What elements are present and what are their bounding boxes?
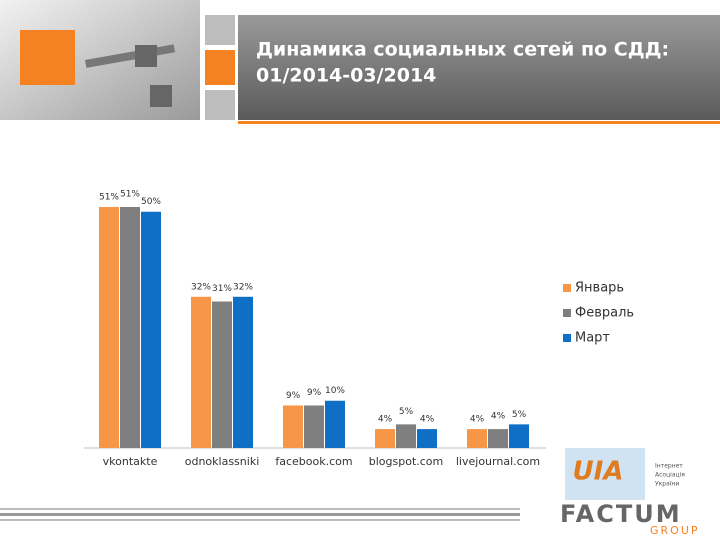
data-label: 9% xyxy=(286,391,301,401)
bar xyxy=(120,207,140,448)
legend-swatch xyxy=(563,284,571,292)
data-label: 5% xyxy=(512,410,527,420)
header-band xyxy=(238,15,720,120)
legend-label: Март xyxy=(575,331,610,346)
bar xyxy=(99,207,119,448)
uia-logo-box xyxy=(565,448,645,500)
data-label: 32% xyxy=(191,282,211,292)
x-tick-label: odnoklassniki xyxy=(185,455,260,468)
factum-sub: GROUP xyxy=(650,524,700,537)
chart-title: Динамика социальных сетей по СДД: xyxy=(256,39,669,61)
data-label: 4% xyxy=(491,412,506,422)
bar xyxy=(325,400,345,448)
footer-stripe xyxy=(0,519,520,521)
legend-label: Февраль xyxy=(575,306,634,321)
header-rule xyxy=(238,121,720,124)
bar xyxy=(212,301,232,448)
decor-square xyxy=(205,90,235,120)
legend-swatch xyxy=(563,309,571,317)
data-label: 9% xyxy=(307,388,322,398)
decor-cube xyxy=(150,85,172,107)
decor-cube xyxy=(135,45,157,67)
x-tick-label: vkontakte xyxy=(103,455,158,468)
legend-label: Январь xyxy=(575,281,624,296)
bar xyxy=(509,424,529,448)
data-label: 10% xyxy=(325,386,345,396)
decor-square xyxy=(205,50,235,85)
footer: UIA Інтернет Асоціація України FACTUM GR… xyxy=(0,448,700,537)
uia-caption: Асоціація xyxy=(655,472,685,479)
x-tick-label: facebook.com xyxy=(275,455,352,468)
factum-logo: FACTUM xyxy=(560,500,682,528)
data-label: 4% xyxy=(470,415,485,425)
bar xyxy=(396,424,416,448)
data-label: 4% xyxy=(378,415,393,425)
bar xyxy=(191,296,211,448)
x-tick-label: blogspot.com xyxy=(369,455,444,468)
decor-orange-cube xyxy=(20,30,75,85)
data-label: 5% xyxy=(399,407,414,417)
data-label: 31% xyxy=(212,284,232,294)
bar xyxy=(141,211,161,448)
decor-square xyxy=(205,15,235,45)
uia-caption: України xyxy=(655,481,679,488)
uia-caption: Інтернет xyxy=(655,463,683,470)
bar xyxy=(375,429,395,448)
uia-logo: UIA xyxy=(573,457,624,487)
data-label: 51% xyxy=(99,193,119,203)
bar xyxy=(417,429,437,448)
data-label: 51% xyxy=(120,190,140,200)
bar xyxy=(467,429,487,448)
data-label: 50% xyxy=(141,197,161,207)
footer-stripe xyxy=(0,508,520,510)
x-tick-label: livejournal.com xyxy=(456,455,540,468)
footer-stripe xyxy=(0,513,520,516)
legend-swatch xyxy=(563,334,571,342)
chart-title: 01/2014-03/2014 xyxy=(256,65,436,87)
data-label: 4% xyxy=(420,415,435,425)
bar xyxy=(488,429,508,448)
bar xyxy=(304,405,324,448)
bar xyxy=(283,405,303,448)
bar xyxy=(233,296,253,448)
data-label: 32% xyxy=(233,282,253,292)
